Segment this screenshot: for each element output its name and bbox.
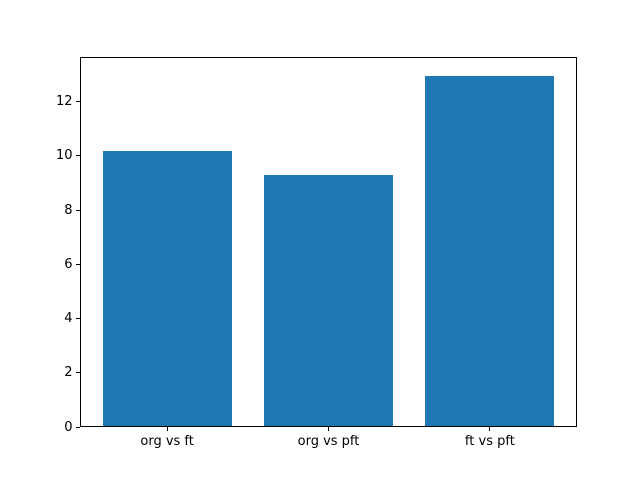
- y-tick-mark: [76, 263, 80, 265]
- x-tick-mark: [489, 427, 491, 431]
- x-tick-mark: [328, 427, 329, 431]
- y-tick-label: 0: [64, 419, 73, 435]
- y-tick-label: 10: [55, 148, 73, 164]
- y-tick-label: 2: [64, 365, 73, 381]
- bar-org-vs-pft: [263, 175, 394, 426]
- y-tick-mark: [76, 155, 80, 157]
- y-tick-mark: [76, 372, 80, 374]
- bar-org-vs-ft: [102, 151, 232, 426]
- x-tick-label: ft vs pft: [464, 434, 515, 449]
- x-tick-label: org vs ft: [140, 434, 194, 449]
- y-tick-label: 6: [64, 256, 73, 272]
- y-tick-label: 12: [55, 94, 73, 110]
- plot-area: [80, 57, 577, 427]
- x-tick-mark: [166, 427, 168, 431]
- y-tick-label: 8: [64, 202, 73, 218]
- y-tick-mark: [76, 426, 80, 428]
- y-tick-mark: [76, 101, 80, 103]
- bar-ft-vs-pft: [425, 75, 555, 426]
- y-tick-label: 4: [64, 311, 73, 327]
- x-tick-label: org vs pft: [297, 434, 360, 449]
- y-tick-mark: [76, 209, 80, 211]
- y-tick-mark: [76, 318, 80, 320]
